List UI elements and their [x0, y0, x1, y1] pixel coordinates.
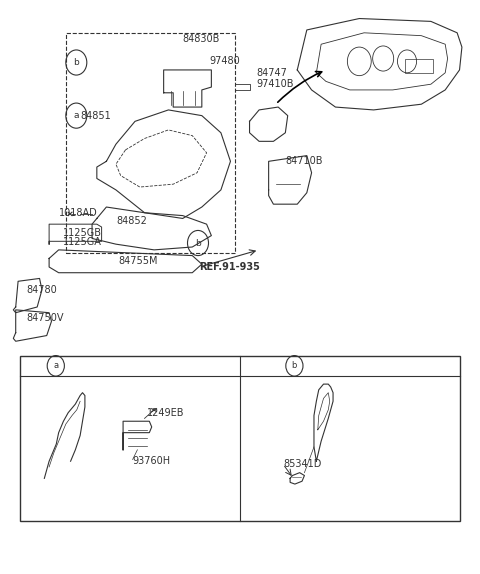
Text: 1018AD: 1018AD	[59, 208, 97, 218]
Text: 84851: 84851	[80, 111, 111, 121]
Text: b: b	[195, 239, 201, 247]
Text: 84750V: 84750V	[26, 313, 64, 323]
Text: 97410B: 97410B	[257, 79, 294, 89]
Text: b: b	[292, 361, 297, 370]
Text: 1125GB: 1125GB	[63, 228, 102, 238]
Text: 97480: 97480	[209, 56, 240, 67]
Text: a: a	[53, 361, 59, 370]
Text: 84755M: 84755M	[118, 257, 158, 266]
Text: a: a	[73, 111, 79, 120]
Text: 84852: 84852	[116, 216, 147, 226]
Text: 84780: 84780	[26, 285, 57, 295]
Text: 84747: 84747	[257, 68, 288, 78]
Text: REF.91-935: REF.91-935	[199, 262, 260, 272]
Text: 1125GA: 1125GA	[63, 238, 102, 247]
Text: 84830B: 84830B	[183, 33, 220, 44]
Text: 85341D: 85341D	[283, 459, 321, 469]
Text: 84710B: 84710B	[285, 156, 323, 166]
Text: 1249EB: 1249EB	[147, 408, 184, 418]
Text: 93760H: 93760H	[132, 456, 171, 466]
Text: b: b	[73, 58, 79, 67]
